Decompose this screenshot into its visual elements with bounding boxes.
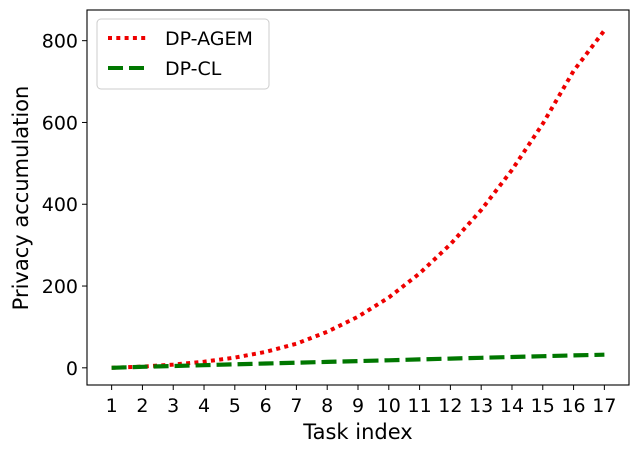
y-axis-label: Privacy accumulation xyxy=(9,86,33,311)
legend-box xyxy=(96,18,270,90)
x-tick-label-10: 10 xyxy=(377,395,401,417)
legend-label-dp-agem: DP-AGEM xyxy=(165,28,253,50)
x-tick-label-17: 17 xyxy=(592,395,616,417)
y-tick-label-200: 200 xyxy=(42,276,78,298)
x-tick-label-13: 13 xyxy=(469,395,493,417)
x-tick-label-5: 5 xyxy=(229,395,241,417)
x-axis-label: Task index xyxy=(302,420,412,444)
x-tick-label-12: 12 xyxy=(438,395,462,417)
x-tick-label-15: 15 xyxy=(531,395,555,417)
x-tick-label-8: 8 xyxy=(321,395,333,417)
x-tick-label-1: 1 xyxy=(106,395,118,417)
x-tick-label-6: 6 xyxy=(260,395,272,417)
y-tick-label-400: 400 xyxy=(42,194,78,216)
y-tick-label-800: 800 xyxy=(42,31,78,53)
legend-label-dp-cl: DP-CL xyxy=(165,58,222,80)
legend: DP-AGEM DP-CL xyxy=(96,18,270,90)
x-tick-label-11: 11 xyxy=(407,395,431,417)
x-tick-label-9: 9 xyxy=(352,395,364,417)
x-tick-label-4: 4 xyxy=(198,395,210,417)
series-line-dp-cl xyxy=(111,352,605,370)
x-tick-label-14: 14 xyxy=(500,395,524,417)
x-tick-label-7: 7 xyxy=(290,395,302,417)
y-tick-label-0: 0 xyxy=(66,358,78,380)
x-tick-label-3: 3 xyxy=(167,395,179,417)
x-tick-label-16: 16 xyxy=(561,395,585,417)
x-tick-label-2: 2 xyxy=(136,395,148,417)
y-tick-label-600: 600 xyxy=(42,112,78,134)
